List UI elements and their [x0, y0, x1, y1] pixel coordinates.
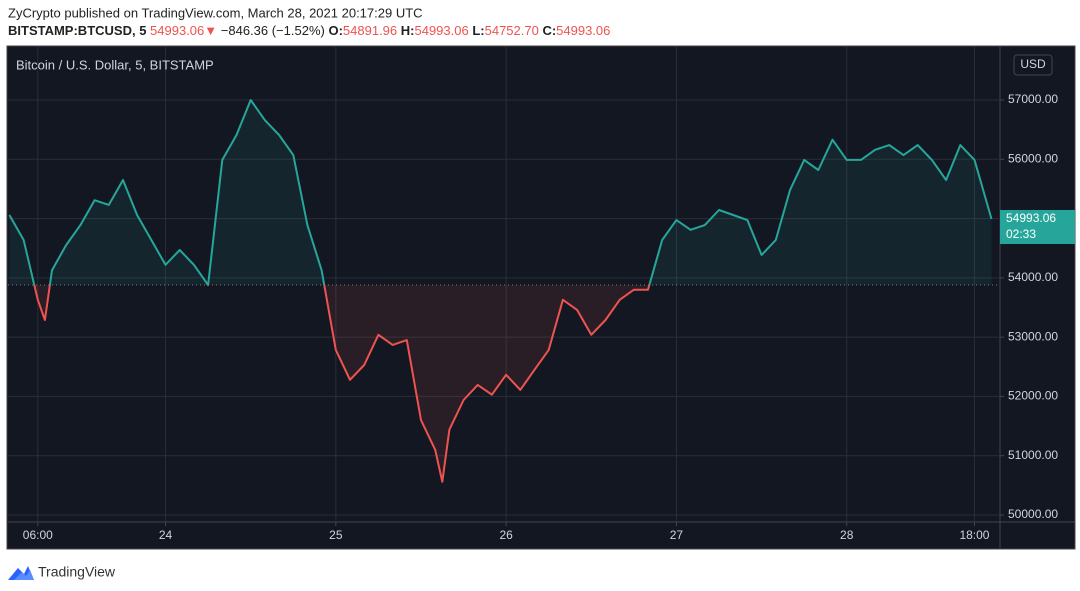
axes: 50000.00 51000.00 52000.00 53000.00 54000.00… — [23, 92, 1075, 542]
ohlc-label: L: — [472, 23, 484, 38]
ohlc-value: 54993.06 — [414, 23, 472, 38]
x-tick-label: 24 — [159, 528, 173, 542]
x-tick-label: 27 — [670, 528, 684, 542]
symbol: BITSTAMP:BTCUSD, 5 — [8, 23, 150, 38]
ohlc-label: C: — [542, 23, 556, 38]
symbol-info: BITSTAMP:BTCUSD, 5 54993.06▼ −846.36 (−1… — [8, 23, 610, 38]
y-tick-label: 50000.00 — [1008, 507, 1058, 521]
y-tick-label: 57000.00 — [1008, 92, 1058, 106]
ohlc-value: 54752.70 — [485, 23, 543, 38]
series-title: Bitcoin / U.S. Dollar, 5, BITSTAMP — [16, 57, 214, 72]
x-tick-label: 18:00 — [959, 528, 989, 542]
countdown: 02:33 — [1006, 227, 1036, 241]
last-price-label: 54993.06 — [1006, 211, 1056, 225]
last-price: 54993.06 — [150, 23, 204, 38]
y-tick-label: 54000.00 — [1008, 270, 1058, 284]
ohlc-label: H: — [401, 23, 415, 38]
baseline-area — [9, 100, 992, 482]
price-line — [8, 99, 993, 483]
last-price-box — [1000, 209, 1075, 244]
x-tick-label: 25 — [329, 528, 343, 542]
ohlc-value: 54891.96 — [343, 23, 401, 38]
tradingview-logo — [8, 566, 34, 580]
y-tick-label: 52000.00 — [1008, 389, 1058, 403]
publish-info: ZyCrypto published on TradingView.com, M… — [8, 5, 423, 20]
x-tick-label: 26 — [499, 528, 513, 542]
change-arrow: ▼ — [204, 23, 220, 38]
currency-badge[interactable] — [1013, 54, 1053, 76]
x-tick-label: 06:00 — [23, 528, 53, 542]
plot — [8, 99, 1000, 483]
ohlc-value: 54993.06 — [556, 23, 610, 38]
change: −846.36 (−1.52%) — [221, 23, 329, 38]
currency: USD — [1020, 57, 1046, 71]
ohlc-label: O: — [328, 23, 342, 38]
brand: TradingView — [38, 564, 116, 580]
y-tick-label: 56000.00 — [1008, 151, 1058, 165]
y-tick-label: 53000.00 — [1008, 329, 1058, 343]
y-tick-label: 51000.00 — [1008, 448, 1058, 462]
x-tick-label: 28 — [840, 528, 854, 542]
